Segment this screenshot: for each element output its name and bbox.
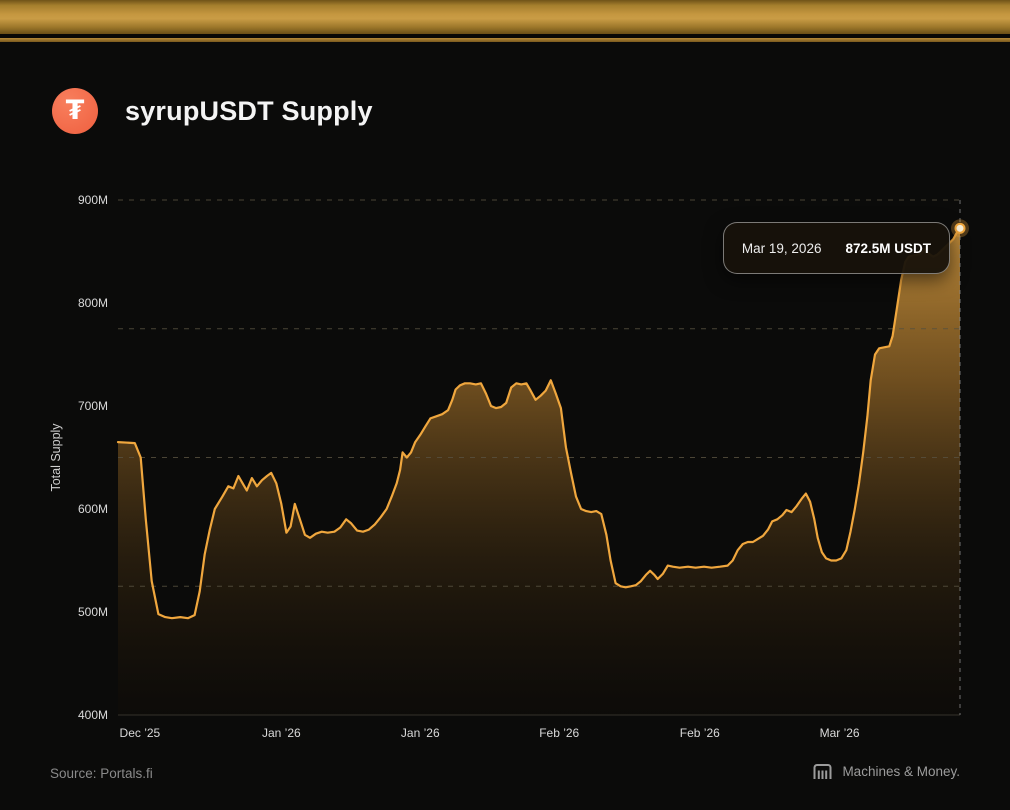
x-tick-label: Feb ’26	[539, 726, 579, 740]
marker-dot	[954, 222, 966, 234]
tether-icon: ₮	[52, 88, 98, 134]
y-axis-title: Total Supply	[49, 423, 63, 492]
top-gold-stripe	[0, 38, 1010, 42]
x-tick-label: Mar ’26	[820, 726, 860, 740]
x-tick-label: Dec ’25	[120, 726, 161, 740]
supply-area-chart[interactable]: 400M 500M 600M 700M 800M 900M Dec ’25 Jan ’26 Ja…	[48, 190, 970, 755]
y-tick-label: 800M	[78, 296, 108, 310]
x-tick-label: Feb ’26	[680, 726, 720, 740]
y-tick-label: 500M	[78, 605, 108, 619]
supply-line	[116, 227, 962, 620]
top-band-gap	[0, 34, 1010, 38]
area-fill	[118, 228, 960, 716]
axis-labels: 400M 500M 600M 700M 800M 900M Dec ’25 Jan ’26 Ja…	[49, 193, 860, 740]
y-tick-label: 400M	[78, 708, 108, 722]
end-marker	[951, 219, 969, 238]
brand: Machines & Money.	[812, 763, 960, 780]
tooltip-value: 872.5M USDT	[845, 240, 931, 256]
x-tick-label: Jan ’26	[401, 726, 440, 740]
tether-symbol: ₮	[65, 94, 85, 126]
chart-tooltip: Mar 19, 2026 872.5M USDT	[722, 222, 950, 274]
y-tick-label: 700M	[78, 399, 108, 413]
x-tick-label: Jan ’26	[262, 726, 301, 740]
tooltip-date: Mar 19, 2026	[741, 240, 822, 256]
y-tick-label: 900M	[78, 193, 108, 207]
header: ₮ syrupUSDT Supply	[52, 88, 373, 134]
machines-money-logo-icon	[813, 764, 832, 779]
top-gold-band	[0, 0, 1010, 34]
brand-label: Machines & Money.	[842, 764, 960, 779]
y-tick-label: 600M	[78, 502, 108, 516]
source-label: Source: Portals.fi	[50, 766, 153, 781]
page-title: syrupUSDT Supply	[125, 95, 373, 126]
gridlines	[118, 199, 961, 716]
